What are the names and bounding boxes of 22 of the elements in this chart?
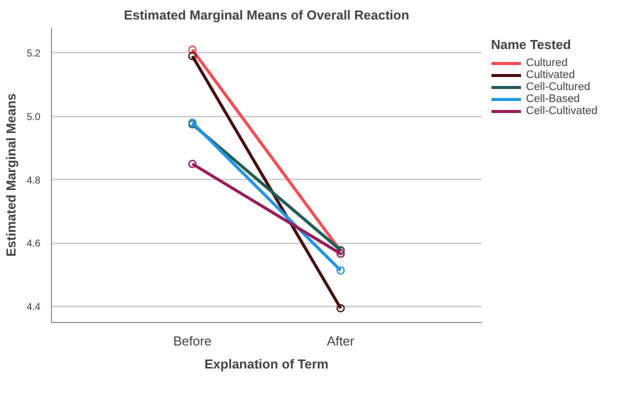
y-tick-label: 4.4 [26,302,41,314]
point [336,266,345,275]
y-axis-title: Estimated Marginal Means [4,93,19,257]
x-tick-label: Before [173,334,212,348]
legend-label: Cell-Cultivated [526,105,598,117]
point [336,250,345,258]
chart-title: Estimated Marginal Means of Overall Reaction [124,8,410,22]
y-tick-label: 4.8 [26,175,41,186]
legend-label: Cultured [526,57,568,69]
point [336,304,345,312]
point [188,160,197,168]
y-tick-label: 5.0 [26,112,41,123]
legend-label: Cell-Cultured [526,81,590,93]
y-tick-label: 5.2 [26,48,41,60]
legend-label: Cultivated [526,69,575,81]
point [188,52,197,60]
x-axis-title: Explanation of Term [204,356,328,372]
point [188,46,197,54]
legend-title: Name Tested [491,37,572,52]
x-tick-label: After [326,334,356,348]
y-tick-label: 4.6 [26,238,41,250]
legend-label: Cell-Based [526,93,580,105]
